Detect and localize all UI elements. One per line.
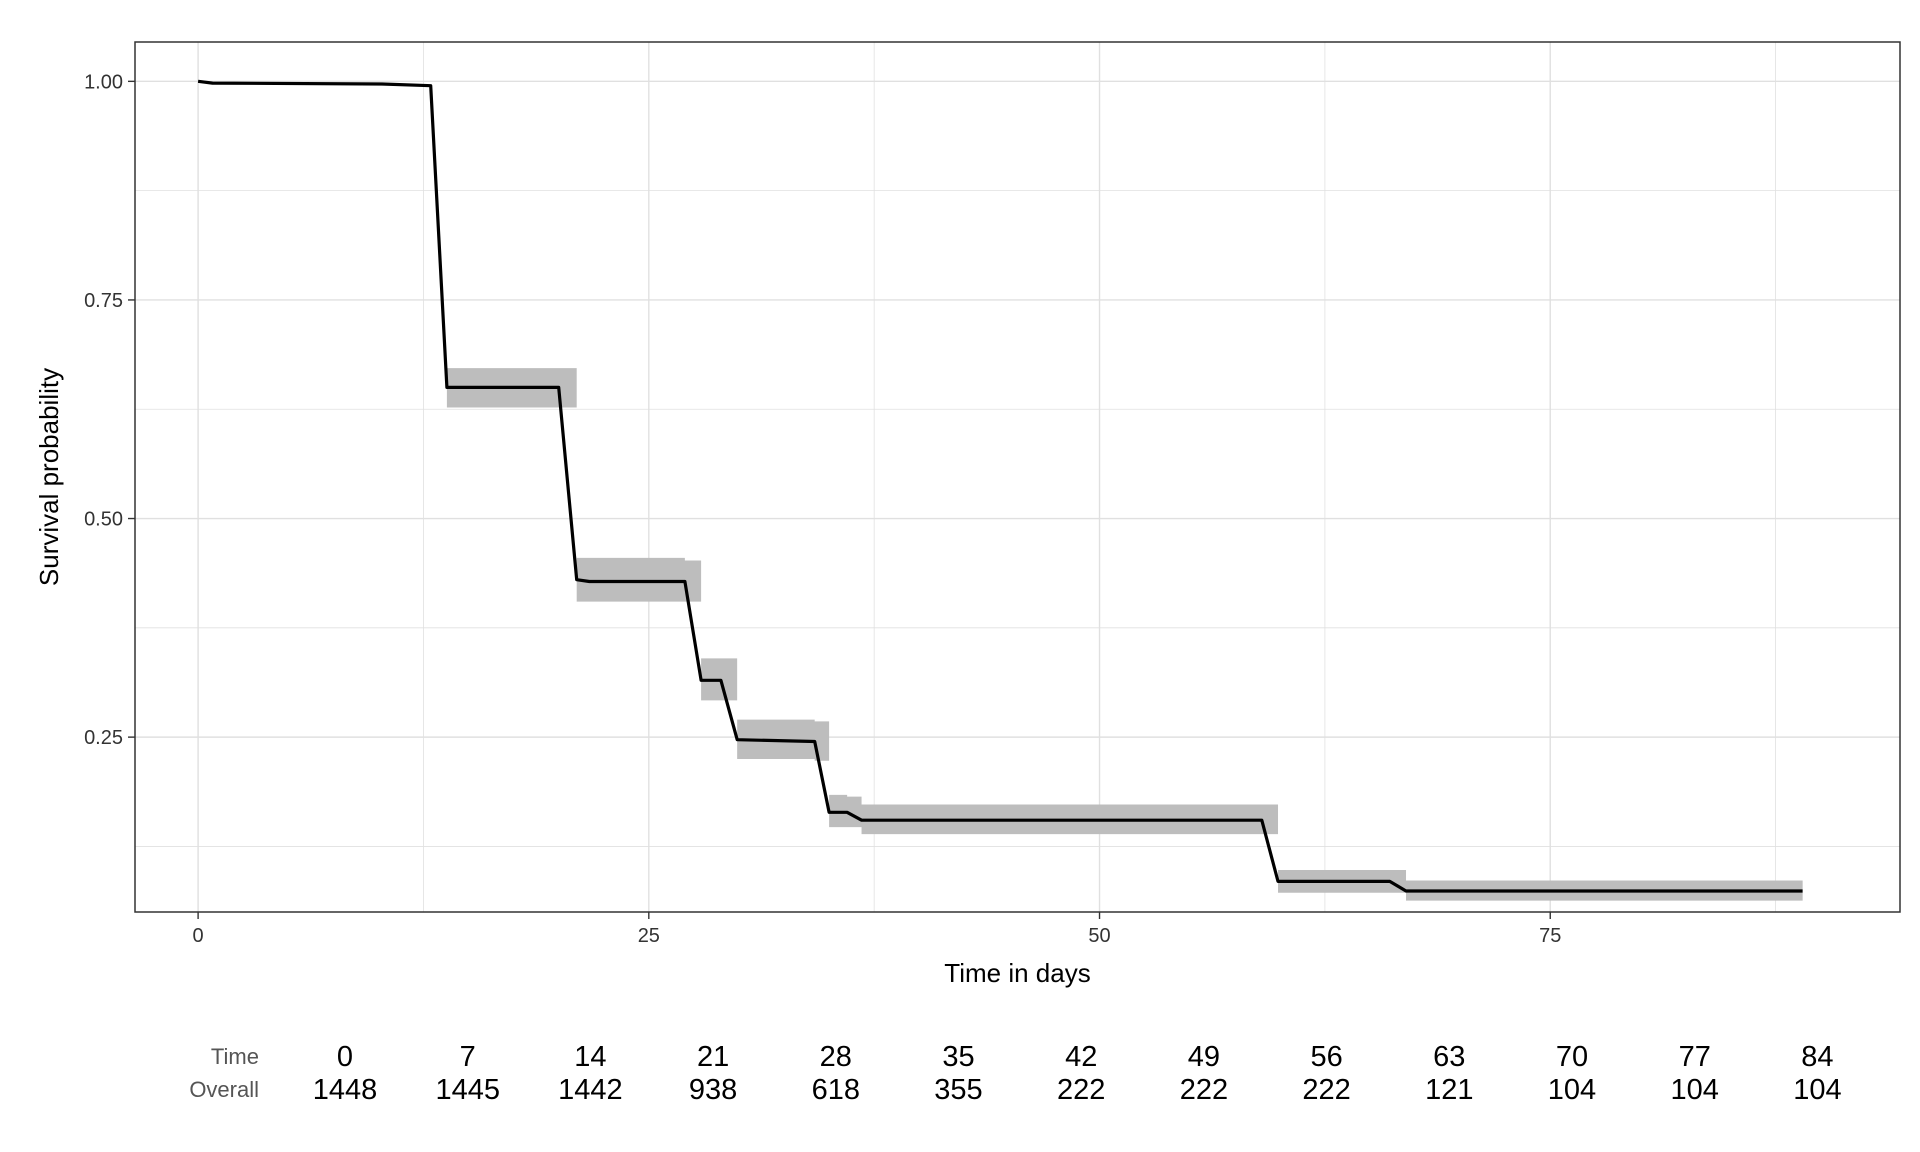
risk-table-at-risk-cell: 1445 [435, 1074, 500, 1106]
risk-table-time-cell: 0 [337, 1041, 353, 1073]
risk-table-at-risk-cell: 618 [812, 1074, 860, 1106]
y-tick-label: 0.25 [84, 727, 123, 749]
risk-table-at-risk-cell: 222 [1180, 1074, 1228, 1106]
survival-line-layer [197, 79, 1803, 893]
risk-table-time-cell: 49 [1188, 1041, 1220, 1073]
axis-ticks: 0 25 50 75 0.25 0.50 0.75 1.00 [84, 71, 1561, 947]
risk-table-time-cell: 77 [1679, 1041, 1711, 1073]
survival-curve-overall [197, 79, 1803, 893]
x-axis-title: Time in days [944, 958, 1090, 988]
risk-table-time-cell: 56 [1310, 1041, 1342, 1073]
risk-table-at-risk-cell: 222 [1302, 1074, 1350, 1106]
risk-table-at-risk-cell: 222 [1057, 1074, 1105, 1106]
risk-table-time-cell: 84 [1801, 1041, 1833, 1073]
x-tick-label: 25 [638, 925, 660, 947]
plot-panel-border [134, 41, 1901, 913]
grid-lines [135, 42, 1900, 912]
x-tick-label: 75 [1539, 925, 1561, 947]
risk-table-time-cell: 63 [1433, 1041, 1465, 1073]
risk-table-time-cell: 28 [820, 1041, 852, 1073]
risk-table-cells: 0144871445141442219382861835355422224922… [313, 1041, 1842, 1106]
risk-table-at-risk-cell: 938 [689, 1074, 737, 1106]
risk-table-time-cell: 42 [1065, 1041, 1097, 1073]
y-tick-label: 0.75 [84, 290, 123, 312]
risk-table-at-risk-cell: 1442 [558, 1074, 623, 1106]
risk-table-at-risk-cell: 355 [934, 1074, 982, 1106]
risk-table-time-cell: 7 [460, 1041, 476, 1073]
risk-table-time-cell: 21 [697, 1041, 729, 1073]
y-axis-title: Survival probability [34, 368, 64, 586]
risk-table-at-risk-cell: 121 [1425, 1074, 1473, 1106]
risk-table-time-cell: 35 [942, 1041, 974, 1073]
risk-table-at-risk-cell: 104 [1548, 1074, 1596, 1106]
risk-table-time-label: Time [211, 1044, 259, 1069]
x-tick-label: 0 [193, 925, 204, 947]
y-tick-label: 1.00 [84, 71, 123, 93]
risk-table-at-risk-cell: 1448 [313, 1074, 378, 1106]
risk-table-at-risk-cell: 104 [1671, 1074, 1719, 1106]
risk-table-row-label: Overall [189, 1077, 259, 1102]
risk-table-time-cell: 70 [1556, 1041, 1588, 1073]
y-tick-label: 0.50 [84, 509, 123, 531]
x-tick-label: 50 [1088, 925, 1110, 947]
risk-table-at-risk-cell: 104 [1793, 1074, 1841, 1106]
risk-table-time-cell: 14 [574, 1041, 606, 1073]
